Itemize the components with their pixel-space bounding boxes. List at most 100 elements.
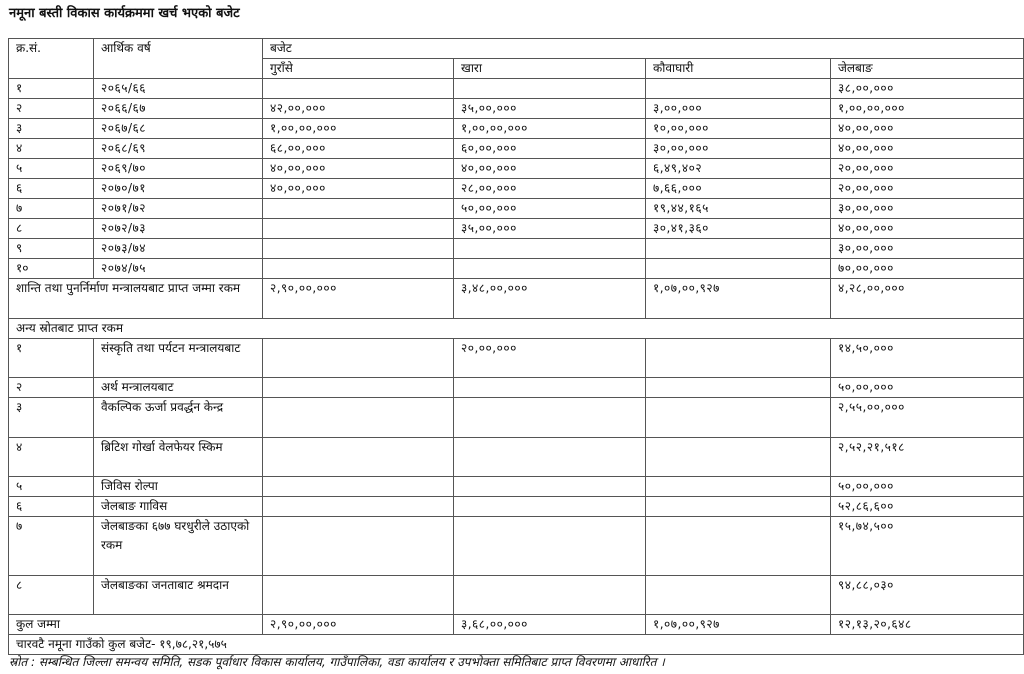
- serial-cell: ३: [8, 397, 94, 438]
- serial-cell: ४: [8, 437, 94, 477]
- budget-cell: [453, 575, 646, 615]
- ministry-total-cell: ४,२८,००,०००: [830, 278, 1024, 319]
- budget-cell: [262, 218, 454, 239]
- budget-cell: १,००,००,०००: [453, 118, 646, 139]
- budget-cell: [262, 258, 454, 279]
- grand-total-cell: १२,१३,२०,६४८: [830, 614, 1024, 635]
- budget-cell: [262, 78, 454, 99]
- fiscal-year-cell: २०६५/६६: [93, 78, 263, 99]
- budget-cell: ३०,००,०००: [645, 138, 831, 159]
- serial-cell: ५: [8, 476, 94, 497]
- budget-cell: ५०,००,०००: [453, 198, 646, 219]
- budget-cell: [645, 377, 831, 398]
- budget-cell: [645, 575, 831, 615]
- fiscal-year-cell: २०७१/७२: [93, 198, 263, 219]
- budget-cell: [645, 78, 831, 99]
- table-row: २ २०६६/६७ ४२,००,००० ३५,००,००० ३,००,००० १,००,०…: [8, 98, 1024, 119]
- ministry-total-row: शान्ति तथा पुनर्निर्माण मन्त्रालयबाट प्र…: [8, 278, 1024, 319]
- ministry-total-cell: १,०७,००,९२७: [645, 278, 831, 319]
- budget-cell: [262, 496, 454, 517]
- budget-cell: [453, 496, 646, 517]
- budget-cell: २०,००,०००: [830, 158, 1024, 179]
- budget-cell: ४२,००,०००: [262, 98, 454, 119]
- table-row: ४ २०६८/६९ ६८,००,००० ६०,००,००० ३०,००,००० ४०,००…: [8, 138, 1024, 159]
- serial-cell: ६: [8, 496, 94, 517]
- budget-cell: १०,००,०००: [645, 118, 831, 139]
- budget-cell: [645, 476, 831, 497]
- budget-cell: [645, 496, 831, 517]
- fiscal-year-cell: २०६७/६८: [93, 118, 263, 139]
- source-name-cell: जेलबाङ गाविस: [93, 496, 263, 517]
- ministry-total-label: शान्ति तथा पुनर्निर्माण मन्त्रालयबाट प्र…: [8, 278, 263, 319]
- serial-cell: ५: [8, 158, 94, 179]
- table-row: २ अर्थ मन्त्रालयबाट ५०,००,०००: [8, 377, 1024, 398]
- grand-total-label: कुल जम्मा: [8, 614, 263, 635]
- fiscal-year-cell: २०७३/७४: [93, 238, 263, 259]
- budget-cell: [262, 338, 454, 378]
- budget-cell: [645, 258, 831, 279]
- budget-cell: [453, 258, 646, 279]
- serial-cell: ८: [8, 218, 94, 239]
- serial-cell: ७: [8, 198, 94, 219]
- table-row: ५ जिविस रोल्पा ५०,००,०००: [8, 476, 1024, 497]
- serial-cell: २: [8, 98, 94, 119]
- budget-cell: ३,००,०००: [645, 98, 831, 119]
- budget-cell: २८,००,०००: [453, 178, 646, 199]
- source-name-cell: जेलबाङका जनताबाट श्रमदान: [93, 575, 263, 615]
- serial-cell: ९: [8, 238, 94, 259]
- serial-cell: १०: [8, 258, 94, 279]
- document-title: नमूना बस्ती विकास कार्यक्रममा खर्च भएको …: [9, 6, 240, 21]
- budget-cell: ५२,८६,६००: [830, 496, 1024, 517]
- budget-cell: [453, 476, 646, 497]
- serial-cell: ६: [8, 178, 94, 199]
- budget-cell: ४०,००,०००: [262, 178, 454, 199]
- budget-cell: [262, 397, 454, 438]
- budget-cell: १५,७४,५००: [830, 516, 1024, 576]
- budget-cell: ४०,००,०००: [830, 218, 1024, 239]
- fiscal-year-cell: २०७०/७१: [93, 178, 263, 199]
- table-row: १ २०६५/६६ ३८,००,०००: [8, 78, 1024, 99]
- serial-cell: ४: [8, 138, 94, 159]
- table-row: ६ जेलबाङ गाविस ५२,८६,६००: [8, 496, 1024, 517]
- serial-cell: ८: [8, 575, 94, 615]
- budget-cell: [262, 377, 454, 398]
- budget-cell: २,५२,२१,५१८: [830, 437, 1024, 477]
- budget-cell: [453, 397, 646, 438]
- budget-cell: ३०,००,०००: [830, 238, 1024, 259]
- budget-cell: २,५५,००,०००: [830, 397, 1024, 438]
- header-village-gurase: गुराँसे: [262, 58, 454, 79]
- budget-cell: [262, 575, 454, 615]
- budget-cell: [645, 516, 831, 576]
- budget-cell: ४०,००,०००: [830, 138, 1024, 159]
- table-row: ३ वैकल्पिक ऊर्जा प्रवर्द्धन केन्द्र २,५५,०…: [8, 397, 1024, 438]
- table-row: १० २०७४/७५ ७०,००,०००: [8, 258, 1024, 279]
- budget-table: क्र.सं. आर्थिक वर्ष बजेट गुराँसे खारा कौ…: [8, 38, 1024, 655]
- table-row: ४ ब्रिटिश गोर्खा वेलफेयर स्किम २,५२,२१,५१८: [8, 437, 1024, 477]
- other-sources-heading-row: अन्य स्रोतबाट प्राप्त रकम: [8, 318, 1024, 339]
- table-row: ३ २०६७/६८ १,००,००,००० १,००,००,००० १०,००,००० ४…: [8, 118, 1024, 139]
- fiscal-year-cell: २०६६/६७: [93, 98, 263, 119]
- budget-cell: १९,४४,१६५: [645, 198, 831, 219]
- budget-cell: ३८,००,०००: [830, 78, 1024, 99]
- header-budget: बजेट: [262, 38, 1024, 59]
- budget-cell: [645, 437, 831, 477]
- budget-cell: १४,५०,०००: [830, 338, 1024, 378]
- budget-cell: ३५,००,०००: [453, 218, 646, 239]
- budget-cell: ४०,००,०००: [262, 158, 454, 179]
- budget-cell: [645, 238, 831, 259]
- table-row: ६ २०७०/७१ ४०,००,००० २८,००,००० ७,६६,००० २०,००,…: [8, 178, 1024, 199]
- grand-total-cell: १,०७,००,९२७: [645, 614, 831, 635]
- budget-cell: ७,६६,०००: [645, 178, 831, 199]
- table-row: ८ २०७२/७३ ३५,००,००० ३०,४१,३६० ४०,००,०००: [8, 218, 1024, 239]
- budget-cell: [262, 476, 454, 497]
- table-row: ७ २०७१/७२ ५०,००,००० १९,४४,१६५ ३०,००,०००: [8, 198, 1024, 219]
- budget-cell: [453, 377, 646, 398]
- budget-cell: [262, 437, 454, 477]
- header-village-kauwaghari: कौवाघारी: [645, 58, 831, 79]
- budget-cell: [453, 437, 646, 477]
- budget-cell: २०,००,०००: [830, 178, 1024, 199]
- budget-cell: १,००,००,०००: [262, 118, 454, 139]
- source-name-cell: ब्रिटिश गोर्खा वेलफेयर स्किम: [93, 437, 263, 477]
- table-row: १ संस्कृति तथा पर्यटन मन्त्रालयबाट २०,००,०…: [8, 338, 1024, 378]
- budget-cell: [645, 338, 831, 378]
